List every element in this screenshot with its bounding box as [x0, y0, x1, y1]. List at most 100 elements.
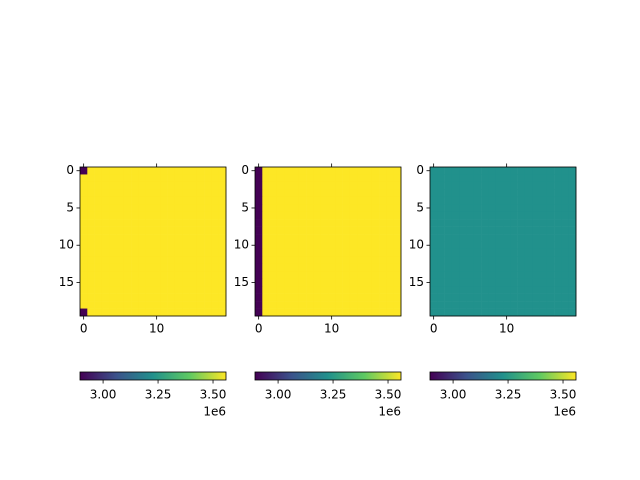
cell	[357, 181, 365, 190]
cell	[160, 286, 168, 294]
cell	[364, 234, 373, 242]
cell	[430, 286, 438, 294]
cell	[437, 211, 445, 220]
cell	[94, 189, 103, 198]
cell	[298, 211, 307, 220]
cell	[444, 278, 453, 287]
cell	[109, 219, 117, 227]
cell	[94, 286, 103, 294]
cell	[459, 271, 467, 280]
cell	[481, 263, 489, 272]
cell	[291, 286, 300, 294]
cell	[357, 204, 365, 212]
cell	[145, 293, 154, 302]
cell	[568, 263, 577, 272]
cell	[510, 271, 518, 280]
cell	[182, 196, 190, 205]
cell	[546, 196, 555, 205]
cell	[357, 301, 365, 309]
cell	[306, 181, 314, 190]
cell	[561, 263, 569, 272]
cell	[255, 256, 263, 265]
cell	[561, 293, 569, 302]
cell	[466, 211, 475, 220]
cell	[393, 308, 402, 317]
cell	[444, 211, 453, 220]
cell	[546, 234, 555, 242]
cell	[291, 189, 300, 198]
cell	[123, 241, 132, 250]
cell	[204, 174, 212, 183]
cell	[138, 234, 146, 242]
cell	[503, 234, 511, 242]
cell	[539, 174, 548, 183]
cell	[532, 248, 540, 257]
cell	[524, 196, 533, 205]
cell	[262, 219, 270, 227]
cell	[80, 174, 88, 183]
cell	[386, 308, 394, 317]
cell	[123, 301, 132, 309]
y-tick-label: 0	[241, 163, 249, 177]
cell	[94, 234, 103, 242]
cell	[204, 241, 212, 250]
cell	[298, 286, 307, 294]
cell	[473, 308, 482, 317]
cell	[568, 293, 577, 302]
cell	[371, 204, 380, 212]
cell	[313, 256, 321, 265]
cell	[459, 211, 467, 220]
cell	[561, 204, 569, 212]
cell	[116, 167, 125, 175]
cell	[196, 241, 205, 250]
cell	[196, 308, 205, 317]
cell	[459, 196, 467, 205]
cell	[532, 293, 540, 302]
cell	[87, 293, 95, 302]
cell	[276, 226, 285, 235]
cell	[335, 293, 343, 302]
cell	[481, 308, 489, 317]
cell	[145, 248, 154, 257]
cell	[269, 293, 278, 302]
cell	[276, 234, 285, 242]
cell	[517, 263, 526, 272]
cell	[357, 278, 365, 287]
cell	[532, 234, 540, 242]
cell	[503, 189, 511, 198]
cell	[123, 278, 132, 287]
cell	[196, 278, 205, 287]
cell	[101, 196, 110, 205]
cell	[437, 234, 445, 242]
cell	[393, 181, 402, 190]
cell	[284, 189, 292, 198]
cell	[269, 248, 278, 257]
cell	[94, 248, 103, 257]
cell	[320, 248, 329, 257]
cell	[269, 226, 278, 235]
cell	[320, 301, 329, 309]
cell	[451, 308, 460, 317]
cell	[495, 167, 504, 175]
cell	[495, 204, 504, 212]
cell	[174, 226, 183, 235]
cell	[204, 189, 212, 198]
cell	[320, 308, 329, 317]
cell	[174, 234, 183, 242]
cell	[517, 174, 526, 183]
cell	[473, 248, 482, 257]
cell	[473, 226, 482, 235]
cell	[204, 286, 212, 294]
cell	[561, 308, 569, 317]
cell	[269, 263, 278, 272]
cell	[262, 181, 270, 190]
cell	[284, 204, 292, 212]
cell	[481, 256, 489, 265]
cell	[386, 219, 394, 227]
colorbar-tick-label: 3.50	[375, 388, 402, 402]
cell	[342, 189, 351, 198]
cell	[473, 181, 482, 190]
cell	[182, 278, 190, 287]
cell	[116, 234, 125, 242]
cell	[123, 189, 132, 198]
